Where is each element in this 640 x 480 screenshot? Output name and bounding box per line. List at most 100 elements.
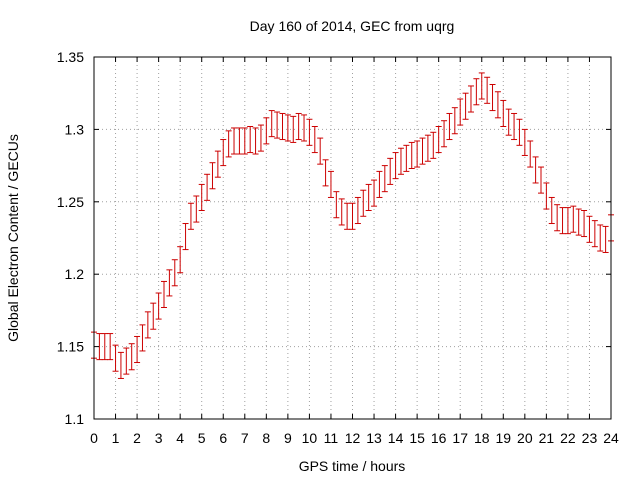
error-bar <box>478 72 485 100</box>
error-bar <box>128 343 135 371</box>
error-bar <box>295 112 302 141</box>
y-tick-label: 1.1 <box>65 411 85 427</box>
y-tick-label: 1.25 <box>57 194 84 210</box>
error-bar <box>527 140 534 168</box>
x-tick-label: 3 <box>155 430 163 446</box>
error-bar <box>387 157 394 185</box>
error-bar <box>451 107 458 135</box>
error-bar <box>484 76 491 104</box>
error-bar <box>101 333 108 361</box>
error-bar <box>204 173 211 201</box>
error-bar <box>306 118 313 146</box>
error-bar <box>446 112 453 141</box>
error-bar <box>591 220 598 248</box>
x-tick-label: 13 <box>366 430 382 446</box>
error-bar <box>419 137 426 165</box>
error-bar <box>548 196 555 225</box>
error-bar <box>301 114 308 142</box>
error-bar <box>139 324 146 352</box>
error-bar <box>214 150 221 178</box>
x-tick-label: 4 <box>176 430 184 446</box>
error-bar <box>441 120 448 148</box>
error-bar <box>333 191 340 219</box>
error-bar <box>193 195 200 223</box>
error-bar <box>597 224 604 252</box>
error-bar <box>462 92 469 120</box>
error-bar <box>236 127 243 155</box>
grid-lines <box>94 57 611 419</box>
error-bar <box>198 183 205 211</box>
error-bar <box>279 112 286 141</box>
error-bar <box>403 144 410 172</box>
error-bar <box>532 156 539 184</box>
error-bar <box>365 183 372 211</box>
error-bar <box>575 208 582 236</box>
error-bar <box>435 126 442 154</box>
error-bar <box>581 209 588 238</box>
x-tick-label: 18 <box>474 430 490 446</box>
error-bar <box>112 344 119 372</box>
y-tick-label: 1.15 <box>57 339 84 355</box>
error-bar <box>559 207 566 235</box>
error-bar <box>489 84 496 112</box>
x-tick-label: 6 <box>219 430 227 446</box>
x-tick-label: 8 <box>262 430 270 446</box>
x-tick-label: 11 <box>324 430 339 446</box>
error-bar <box>284 114 291 142</box>
x-tick-label: 17 <box>452 430 468 446</box>
x-tick-label: 10 <box>302 430 318 446</box>
error-bar <box>290 115 297 143</box>
error-bar <box>494 91 501 119</box>
error-bar <box>381 165 388 193</box>
error-bar <box>397 147 404 175</box>
error-bar <box>371 179 378 207</box>
error-bar <box>117 351 124 379</box>
x-tick-label: 7 <box>241 430 249 446</box>
error-bar <box>457 98 464 126</box>
x-tick-label: 14 <box>388 430 404 446</box>
x-tick-label: 12 <box>345 430 361 446</box>
error-bar <box>500 99 507 128</box>
error-bar <box>360 189 367 217</box>
error-bar <box>505 108 512 136</box>
error-bar <box>537 166 544 194</box>
error-bar <box>134 335 141 364</box>
error-bar <box>521 128 528 156</box>
error-bar <box>161 280 168 309</box>
error-bar <box>543 182 550 210</box>
x-tick-label: 19 <box>496 430 512 446</box>
error-bar <box>414 140 421 168</box>
error-bar <box>107 333 114 361</box>
x-tick-label: 9 <box>284 430 292 446</box>
error-bar <box>274 111 281 139</box>
error-bar <box>354 196 361 225</box>
x-tick-label: 20 <box>517 430 533 446</box>
error-bar <box>209 162 216 190</box>
error-bar <box>349 202 356 230</box>
x-tick-label: 23 <box>582 430 598 446</box>
error-bar <box>327 170 334 198</box>
error-bar <box>564 207 571 235</box>
x-tick-label: 0 <box>90 430 98 446</box>
error-bar <box>570 205 577 233</box>
error-bar <box>516 118 523 146</box>
error-bar <box>96 333 103 361</box>
x-tick-label: 2 <box>133 430 141 446</box>
x-tick-label: 22 <box>560 430 576 446</box>
error-bar <box>241 127 248 155</box>
error-bar <box>408 141 415 169</box>
error-bar <box>311 126 318 154</box>
y-tick-label: 1.35 <box>57 49 84 65</box>
error-bar <box>467 85 474 113</box>
error-bar <box>268 110 275 138</box>
error-bar <box>187 202 194 230</box>
error-bar <box>317 137 324 165</box>
error-bar <box>166 269 173 297</box>
error-bar <box>344 202 351 230</box>
x-tick-label: 21 <box>539 430 555 446</box>
error-bar <box>220 139 227 167</box>
x-tick-label: 15 <box>409 430 425 446</box>
error-bar <box>322 159 329 187</box>
y-tick-label: 1.3 <box>65 121 85 137</box>
error-bar <box>247 126 254 154</box>
